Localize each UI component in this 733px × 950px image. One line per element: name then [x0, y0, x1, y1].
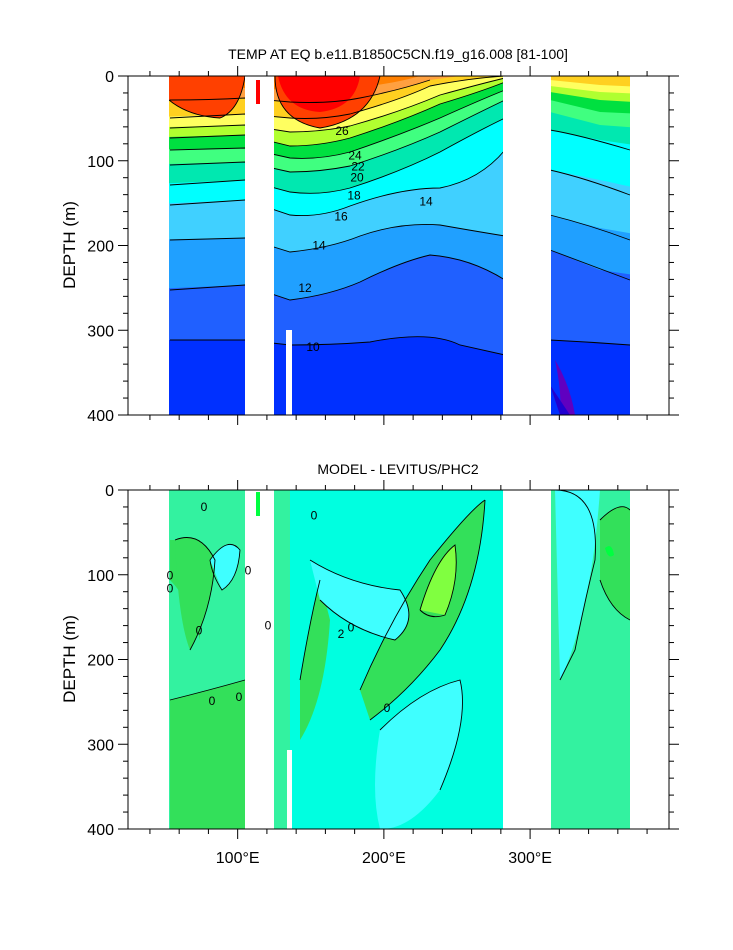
contour-label: 0	[265, 619, 272, 633]
contour-label: 0	[201, 500, 208, 514]
y-tick-label: 0	[105, 69, 114, 86]
bottom-chart-title: MODEL - LEVITUS/PHC2	[317, 461, 479, 477]
bottom-x-tick-labels: 100°E 200°E 300°E	[216, 850, 552, 867]
contour-label: 14	[419, 194, 433, 208]
bottom-green-sliver	[256, 492, 260, 516]
y-tick-label: 400	[87, 822, 114, 839]
top-chart-title: TEMP AT EQ b.e11.B1850C5CN.f19_g16.008 […	[228, 46, 568, 62]
diff-lime-core	[420, 545, 457, 615]
diff-brightgreen-spot	[605, 546, 614, 557]
contour-label: 0	[196, 624, 203, 638]
diff-cyan-patch-deep	[375, 680, 463, 829]
y-tick-label: 100	[87, 568, 114, 585]
top-axis-ticks	[118, 66, 679, 425]
temperature-section-panel: TEMP AT EQ b.e11.B1850C5CN.f19_g16.008 […	[60, 46, 679, 425]
diff-cyan-patch-central	[310, 560, 409, 640]
contour-label: 0	[384, 701, 391, 715]
contour-label: 10	[306, 340, 320, 354]
diff-cyan-patch-atlantic	[555, 490, 600, 680]
temp-contour-lines	[149, 76, 631, 356]
top-land-mask-maritime	[245, 76, 274, 415]
top-y-tick-labels: 0 100 200 300 400	[87, 69, 114, 425]
bottom-right-blank	[630, 490, 669, 829]
contour-label: 26	[335, 124, 349, 138]
bottom-land-mask-maritime	[245, 490, 274, 829]
bottom-left-blank	[128, 490, 169, 829]
contour-label: 0	[167, 581, 174, 595]
top-left-blank	[128, 76, 169, 415]
contour-label: 0	[245, 564, 252, 578]
temp-band-29	[278, 76, 360, 112]
contour-label: 0	[167, 569, 174, 583]
contour-label: 0	[348, 620, 355, 634]
temp-band-navy	[550, 385, 570, 415]
top-right-blank	[630, 76, 669, 415]
contour-label: 0	[209, 694, 216, 708]
contour-label: 22	[351, 160, 365, 174]
bottom-y-axis-label: DEPTH (m)	[60, 615, 79, 703]
top-land-mask-america	[503, 76, 551, 415]
y-tick-label: 400	[87, 408, 114, 425]
contour-label: 0	[311, 508, 318, 522]
y-tick-label: 300	[87, 323, 114, 340]
bottom-axis-ticks	[118, 480, 679, 839]
x-tick-label: 300°E	[508, 850, 552, 867]
temperature-contour-field	[128, 76, 669, 415]
diff-green-patch-atlantic	[600, 506, 630, 620]
contour-label: 24	[348, 149, 362, 163]
y-tick-label: 200	[87, 653, 114, 670]
y-tick-label: 100	[87, 154, 114, 171]
y-tick-label: 200	[87, 239, 114, 256]
top-land-mask-sliver	[286, 330, 292, 415]
contour-label: 18	[347, 188, 361, 202]
contour-label: 20	[350, 171, 364, 185]
contour-label: 14	[312, 239, 326, 253]
contour-label: 12	[298, 281, 312, 295]
y-tick-label: 0	[105, 483, 114, 500]
bottom-y-tick-labels: 0 100 200 300 400	[87, 483, 114, 839]
temp-band-purple	[555, 360, 575, 415]
contour-label: 2	[338, 627, 345, 641]
diff-green-patch-west	[175, 537, 215, 650]
difference-section-panel: MODEL - LEVITUS/PHC2	[60, 461, 679, 867]
contour-label: 0	[236, 690, 243, 704]
top-red-sliver	[256, 80, 260, 104]
diff-contour-lines	[169, 490, 631, 791]
x-tick-label: 200°E	[362, 850, 406, 867]
x-tick-label: 100°E	[216, 850, 260, 867]
diff-green-westpacific	[170, 680, 245, 829]
y-tick-label: 300	[87, 737, 114, 754]
bottom-land-mask-america	[503, 490, 551, 829]
bottom-land-mask-sliver	[287, 750, 292, 829]
contour-label: 16	[334, 210, 348, 224]
top-y-axis-label: DEPTH (m)	[60, 201, 79, 289]
difference-contour-field	[128, 490, 669, 829]
